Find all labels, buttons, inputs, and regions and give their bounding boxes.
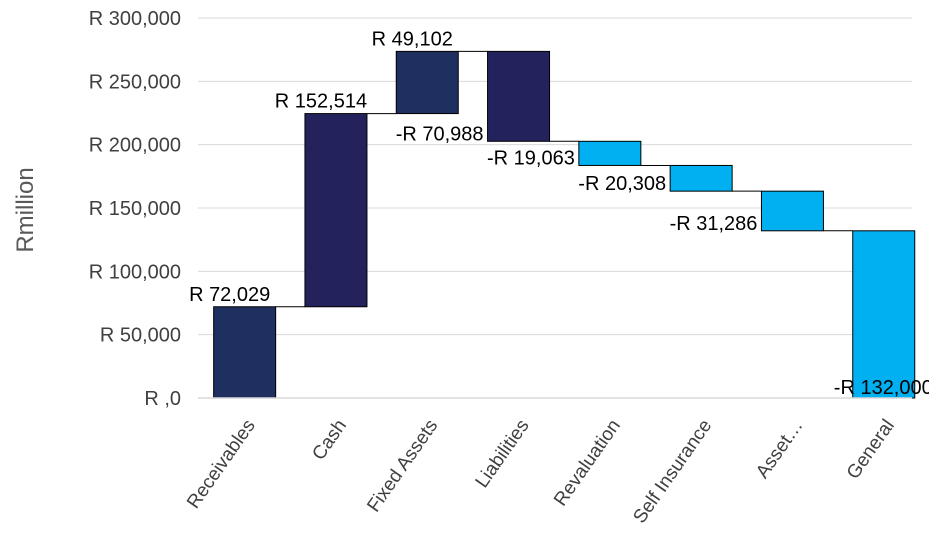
data-label: -R 132,000 bbox=[834, 377, 929, 399]
waterfall-bar bbox=[669, 164, 733, 192]
waterfall-bar bbox=[213, 306, 277, 399]
y-tick-label: R 300,000 bbox=[89, 8, 181, 30]
data-label: -R 70,988 bbox=[396, 123, 484, 145]
y-tick-label: R 150,000 bbox=[89, 198, 181, 220]
y-tick-label: R 200,000 bbox=[89, 135, 181, 157]
connector-lines bbox=[275, 50, 853, 308]
waterfall-bar bbox=[395, 50, 459, 115]
waterfall-bar bbox=[487, 50, 551, 142]
y-axis-ticks: R ,0 R 50,000 R 100,000 R 150,000 R 200,000 R… bbox=[89, 8, 181, 410]
bars bbox=[213, 50, 916, 399]
waterfall-bar bbox=[760, 190, 824, 232]
category-label: Revaluation bbox=[550, 416, 625, 510]
category-label: General bbox=[843, 416, 899, 483]
waterfall-bar bbox=[304, 113, 368, 308]
category-label: Self Insurance bbox=[629, 416, 716, 528]
y-tick-label: R 50,000 bbox=[100, 325, 181, 347]
y-tick-label: R ,0 bbox=[144, 388, 181, 410]
data-label: -R 19,063 bbox=[487, 147, 575, 169]
y-axis-title: Rmillion bbox=[12, 167, 39, 252]
y-tick-label: R 250,000 bbox=[89, 71, 181, 93]
waterfall-bar bbox=[578, 140, 642, 166]
data-label: R 152,514 bbox=[275, 91, 367, 113]
data-label: -R 31,286 bbox=[670, 213, 758, 235]
category-label: Asset… bbox=[752, 416, 807, 483]
data-labels: R 72,029 R 152,514 R 49,102 -R 70,988-R 19,… bbox=[189, 28, 929, 399]
data-label: -R 20,308 bbox=[578, 173, 666, 195]
data-label: R 49,102 bbox=[372, 28, 453, 50]
data-label: R 72,029 bbox=[189, 284, 270, 306]
category-labels: Receivables Cash Fixed Assets Liabilities Re… bbox=[183, 416, 899, 528]
category-label: Liabilities bbox=[472, 416, 534, 492]
waterfall-bar bbox=[852, 230, 916, 399]
y-tick-label: R 100,000 bbox=[89, 261, 181, 283]
category-label: Cash bbox=[308, 416, 351, 464]
category-label: Fixed Assets bbox=[363, 416, 442, 516]
category-label: Receivables bbox=[183, 416, 260, 513]
